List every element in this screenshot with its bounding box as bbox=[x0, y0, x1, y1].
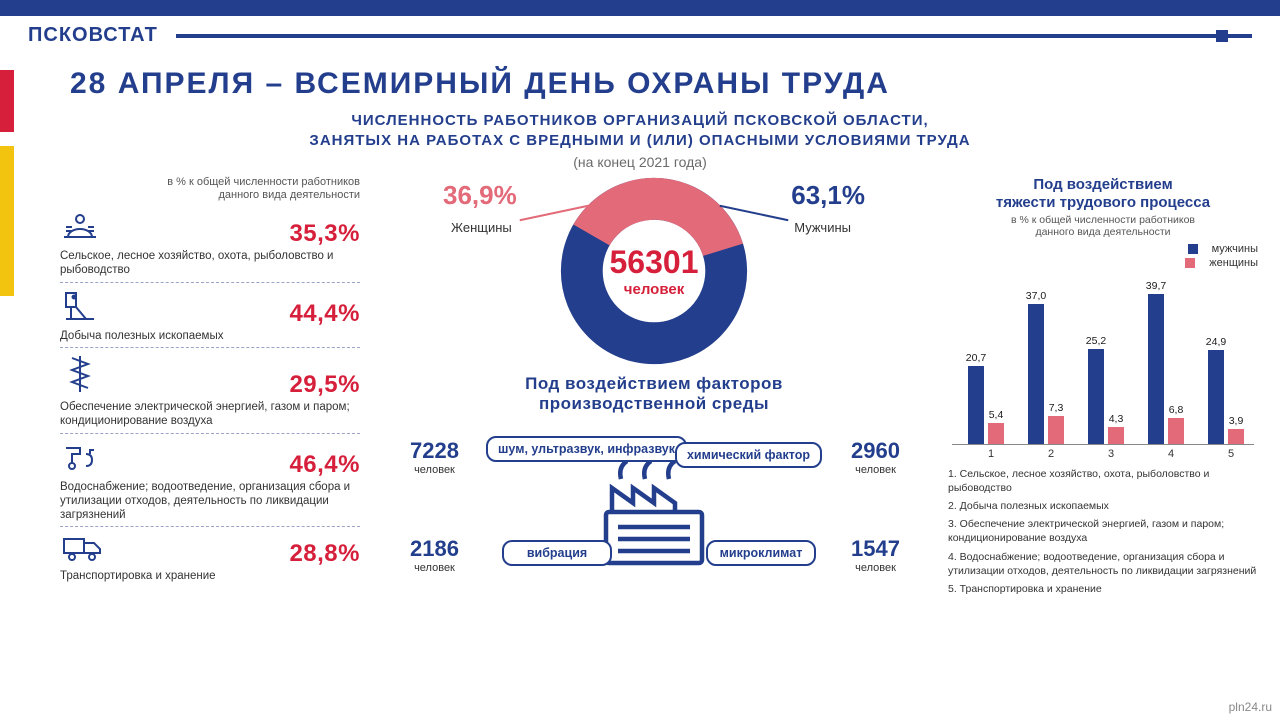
bar-male-value: 25,2 bbox=[1084, 335, 1108, 347]
factor-br-value: 1547человек bbox=[851, 536, 900, 574]
industry-label: Водоснабжение; водоотведение, организаци… bbox=[60, 481, 360, 522]
note-line: 5. Транспортировка и хранение bbox=[948, 582, 1258, 596]
industry-item: 29,5% Обеспечение электрической энергией… bbox=[60, 354, 360, 434]
industry-icon bbox=[60, 533, 104, 568]
left-caption: в % к общей численности работниковданног… bbox=[60, 176, 360, 204]
factor-tl-box: шум, ультразвук, инфразвук bbox=[486, 436, 687, 462]
factors-title: Под воздействием факторовпроизводственно… bbox=[525, 374, 783, 414]
bar-male-value: 39,7 bbox=[1144, 280, 1168, 292]
industry-pct: 29,5% bbox=[289, 371, 360, 399]
content: в % к общей численности работниковданног… bbox=[0, 170, 1280, 622]
industry-pct: 28,8% bbox=[289, 540, 360, 568]
bar-legend: мужчины женщины bbox=[948, 243, 1258, 271]
bar-group: 24,9 3,9 5 bbox=[1208, 350, 1254, 444]
subtitle-line-2: ЗАНЯТЫХ НА РАБОТАХ С ВРЕДНЫМИ И (ИЛИ) ОП… bbox=[0, 131, 1280, 151]
male-label: Мужчины bbox=[794, 220, 851, 235]
bar-male bbox=[1208, 350, 1224, 444]
header: ПСКОВСТАТ bbox=[0, 16, 1280, 51]
note-line: 3. Обеспечение электрической энергией, г… bbox=[948, 517, 1258, 545]
industry-item: 35,3% Сельское, лесное хозяйство, охота,… bbox=[60, 209, 360, 283]
factor-tr-box: химический фактор bbox=[675, 442, 822, 468]
bar-xlabel: 2 bbox=[1028, 448, 1074, 460]
industry-pct: 46,4% bbox=[289, 451, 360, 479]
industry-icon bbox=[60, 440, 104, 479]
factors-diagram: 7228человек шум, ультразвук, инфразвук 2… bbox=[372, 422, 936, 622]
female-pct: 36,9% bbox=[443, 180, 517, 211]
bar-female bbox=[1228, 429, 1244, 444]
bar-female bbox=[988, 423, 1004, 443]
donut-unit: человек bbox=[624, 281, 684, 298]
industry-label: Добыча полезных ископаемых bbox=[60, 330, 360, 344]
bar-male-value: 24,9 bbox=[1204, 336, 1228, 348]
center-column: 56301 человек 36,9% 63,1% Женщины Мужчин… bbox=[372, 176, 936, 622]
divider bbox=[60, 282, 360, 283]
note-line: 2. Добыча полезных ископаемых bbox=[948, 499, 1258, 513]
right-title: Под воздействиемтяжести трудового процес… bbox=[948, 176, 1258, 212]
industry-pct: 35,3% bbox=[289, 220, 360, 248]
bar-male bbox=[1028, 304, 1044, 444]
factor-bl-box: вибрация bbox=[502, 540, 612, 566]
bar-female-value: 5,4 bbox=[984, 409, 1008, 421]
bar-xlabel: 1 bbox=[968, 448, 1014, 460]
bar-male bbox=[968, 366, 984, 444]
factor-tr-value: 2960человек bbox=[851, 438, 900, 476]
bar-male-value: 37,0 bbox=[1024, 290, 1048, 302]
left-accent-stripes bbox=[0, 70, 14, 296]
bar-chart: 20,7 5,4 1 37,0 7,3 2 25,2 4,3 3 39,7 6,… bbox=[952, 275, 1254, 445]
donut-chart: 56301 человек 36,9% 63,1% Женщины Мужчин… bbox=[559, 176, 749, 366]
subtitle-line-1: ЧИСЛЕННОСТЬ РАБОТНИКОВ ОРГАНИЗАЦИЙ ПСКОВ… bbox=[0, 111, 1280, 131]
female-label: Женщины bbox=[451, 220, 512, 235]
bar-female bbox=[1048, 416, 1064, 444]
industry-icon bbox=[60, 289, 104, 328]
bar-female-value: 4,3 bbox=[1104, 413, 1128, 425]
industry-icon bbox=[60, 354, 104, 399]
bar-female-value: 3,9 bbox=[1224, 415, 1248, 427]
bar-male-value: 20,7 bbox=[964, 352, 988, 364]
divider bbox=[60, 347, 360, 348]
industry-label: Транспортировка и хранение bbox=[60, 570, 360, 584]
bar-xlabel: 4 bbox=[1148, 448, 1194, 460]
donut-total: 56301 bbox=[610, 244, 699, 281]
bar-female-value: 6,8 bbox=[1164, 404, 1188, 416]
bar-female bbox=[1168, 418, 1184, 444]
industry-item: 28,8% Транспортировка и хранение bbox=[60, 533, 360, 584]
note-line: 1. Сельское, лесное хозяйство, охота, ры… bbox=[948, 467, 1258, 495]
note-line: 4. Водоснабжение; водоотведение, организ… bbox=[948, 550, 1258, 578]
bar-group: 25,2 4,3 3 bbox=[1088, 349, 1134, 444]
bar-female bbox=[1108, 427, 1124, 443]
factor-bl-value: 2186человек bbox=[410, 536, 459, 574]
industry-pct: 44,4% bbox=[289, 300, 360, 328]
page-title: 28 АПРЕЛЯ – ВСЕМИРНЫЙ ДЕНЬ ОХРАНЫ ТРУДА bbox=[0, 51, 1280, 111]
factor-br-box: микроклимат bbox=[706, 540, 816, 566]
bar-xlabel: 3 bbox=[1088, 448, 1134, 460]
watermark: pln24.ru bbox=[1229, 700, 1272, 714]
bar-female-value: 7,3 bbox=[1044, 402, 1068, 414]
bar-group: 39,7 6,8 4 bbox=[1148, 294, 1194, 444]
divider bbox=[60, 526, 360, 527]
industry-label: Обеспечение электрической энергией, газо… bbox=[60, 401, 360, 429]
bar-xlabel: 5 bbox=[1208, 448, 1254, 460]
left-column: в % к общей численности работниковданног… bbox=[60, 176, 360, 622]
subtitle-note: (на конец 2021 года) bbox=[0, 154, 1280, 170]
bar-chart-notes: 1. Сельское, лесное хозяйство, охота, ры… bbox=[948, 467, 1258, 596]
right-caption: в % к общей численности работниковданног… bbox=[948, 214, 1258, 239]
right-column: Под воздействиемтяжести трудового процес… bbox=[948, 176, 1258, 622]
divider bbox=[60, 433, 360, 434]
bar-group: 37,0 7,3 2 bbox=[1028, 304, 1074, 444]
industry-item: 46,4% Водоснабжение; водоотведение, орга… bbox=[60, 440, 360, 527]
industry-icon bbox=[60, 209, 104, 248]
male-pct: 63,1% bbox=[791, 180, 865, 211]
brand: ПСКОВСТАТ bbox=[28, 24, 158, 47]
bar-male bbox=[1148, 294, 1164, 444]
bar-male bbox=[1088, 349, 1104, 444]
industry-label: Сельское, лесное хозяйство, охота, рыбол… bbox=[60, 250, 360, 278]
industry-item: 44,4% Добыча полезных ископаемых bbox=[60, 289, 360, 349]
factor-tl-value: 7228человек bbox=[410, 438, 459, 476]
bar-group: 20,7 5,4 1 bbox=[968, 366, 1014, 444]
header-rule bbox=[176, 34, 1252, 38]
top-bar bbox=[0, 0, 1280, 16]
